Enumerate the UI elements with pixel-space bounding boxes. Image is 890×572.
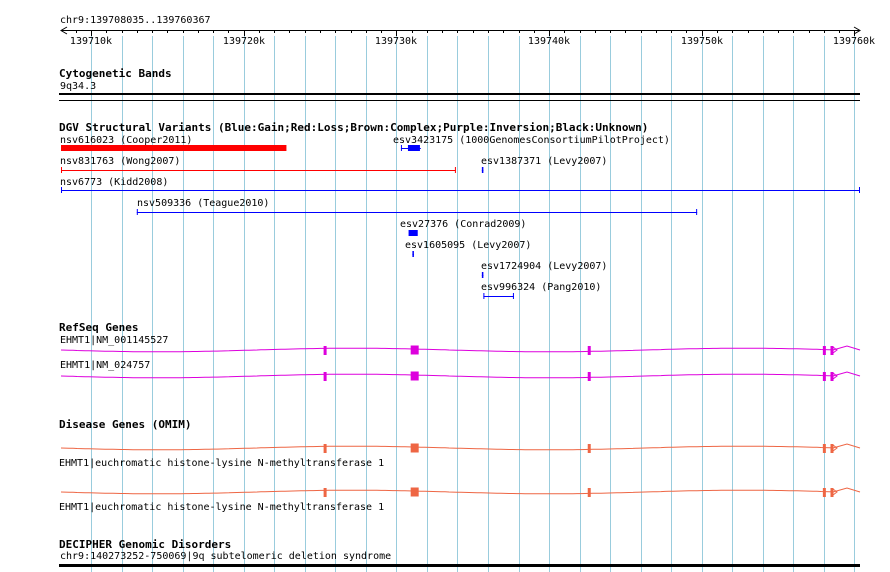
decipher-bar bbox=[59, 564, 860, 567]
refseq-exon bbox=[323, 346, 327, 355]
ruler-tick-label: 139750k bbox=[681, 36, 723, 47]
dgv-variant-label[interactable]: esv27376 (Conrad2009) bbox=[400, 219, 527, 230]
feature-marks bbox=[59, 93, 861, 567]
strand-arrow bbox=[832, 488, 838, 496]
dgv-variant-bar bbox=[408, 230, 418, 236]
ruler-tick-label: 139720k bbox=[223, 36, 265, 47]
refseq-exon bbox=[587, 346, 591, 355]
omim-exon bbox=[323, 444, 327, 453]
omim-intron-line-tail bbox=[832, 443, 861, 449]
omim-exon bbox=[587, 444, 591, 453]
dgv-variant-label[interactable]: nsv616023 (Cooper2011) bbox=[60, 135, 193, 146]
omim-gene-label[interactable]: EHMT1|euchromatic histone-lysine N-methy… bbox=[59, 458, 385, 469]
omim-exon bbox=[830, 488, 834, 497]
ruler-tick-label: 139760k bbox=[833, 36, 875, 47]
ruler-tick-label: 139740k bbox=[528, 36, 570, 47]
ruler-left-arrow bbox=[60, 26, 68, 35]
cytoband-label[interactable]: 9q34.3 bbox=[60, 81, 97, 92]
omim-exon bbox=[822, 488, 826, 497]
ruler-right-arrow bbox=[853, 26, 861, 35]
decipher-item-label[interactable]: chr9:140273252-750069|9q subtelomeric de… bbox=[60, 551, 392, 562]
refseq-exon bbox=[830, 346, 834, 355]
track-title-decipher: DECIPHER Genomic Disorders bbox=[59, 538, 232, 551]
omim-exon bbox=[410, 487, 419, 497]
ruler-tick-label: 139730k bbox=[375, 36, 417, 47]
track-title-dgv: DGV Structural Variants (Blue:Gain;Red:L… bbox=[59, 121, 649, 134]
dgv-variant-label[interactable]: nsv831763 (Wong2007) bbox=[60, 156, 181, 167]
omim-exon bbox=[822, 444, 826, 453]
refseq-exon bbox=[822, 346, 826, 355]
omim-intron-line bbox=[60, 445, 834, 451]
refseq-gene-label[interactable]: EHMT1|NM_024757 bbox=[60, 360, 151, 371]
refseq-exon bbox=[587, 372, 591, 381]
refseq-exon bbox=[410, 345, 419, 355]
omim-intron-line bbox=[60, 489, 834, 495]
cytoband-bar bbox=[59, 93, 860, 95]
refseq-exon bbox=[323, 372, 327, 381]
strand-arrow bbox=[832, 346, 838, 354]
refseq-intron-line bbox=[60, 347, 834, 353]
dgv-variant-bar bbox=[61, 145, 287, 151]
track-title-omim: Disease Genes (OMIM) bbox=[59, 418, 192, 431]
dgv-variant-label[interactable]: esv1724904 (Levy2007) bbox=[481, 261, 608, 272]
dgv-variant-label[interactable]: nsv509336 (Teague2010) bbox=[137, 198, 270, 209]
dgv-variant-label[interactable]: esv996324 (Pang2010) bbox=[481, 282, 602, 293]
omim-exon bbox=[587, 488, 591, 497]
omim-exon bbox=[410, 443, 419, 453]
dgv-variant-label[interactable]: esv3423175 (1000GenomesConsortiumPilotPr… bbox=[393, 135, 670, 146]
refseq-intron-line bbox=[60, 373, 834, 379]
omim-gene-label[interactable]: EHMT1|euchromatic histone-lysine N-methy… bbox=[59, 502, 385, 513]
ruler-tick-label: 139710k bbox=[70, 36, 112, 47]
coordinate-ruler: 139710k 139720k 139730k 139740k 139750k 13976… bbox=[60, 26, 875, 47]
omim-intron-line-tail bbox=[832, 487, 861, 493]
strand-arrow bbox=[832, 372, 838, 380]
refseq-intron-line-tail bbox=[832, 345, 861, 351]
refseq-gene-label[interactable]: EHMT1|NM_001145527 bbox=[60, 335, 169, 346]
refseq-intron-line-tail bbox=[832, 371, 861, 377]
region-label: chr9:139708035..139760367 bbox=[60, 15, 211, 26]
dgv-variant-label[interactable]: nsv6773 (Kidd2008) bbox=[60, 177, 169, 188]
grid-lines bbox=[91, 36, 855, 572]
omim-exon bbox=[323, 488, 327, 497]
track-title-refseq: RefSeq Genes bbox=[59, 321, 139, 334]
dgv-variant-label[interactable]: esv1605095 (Levy2007) bbox=[405, 240, 532, 251]
dgv-variant-bar bbox=[407, 145, 420, 151]
dgv-variant-label[interactable]: esv1387371 (Levy2007) bbox=[481, 156, 608, 167]
refseq-exon bbox=[830, 372, 834, 381]
omim-exon bbox=[830, 444, 834, 453]
track-title-cytoband: Cytogenetic Bands bbox=[59, 67, 172, 80]
refseq-exon bbox=[410, 371, 419, 381]
refseq-exon bbox=[822, 372, 826, 381]
strand-arrow bbox=[832, 444, 838, 452]
